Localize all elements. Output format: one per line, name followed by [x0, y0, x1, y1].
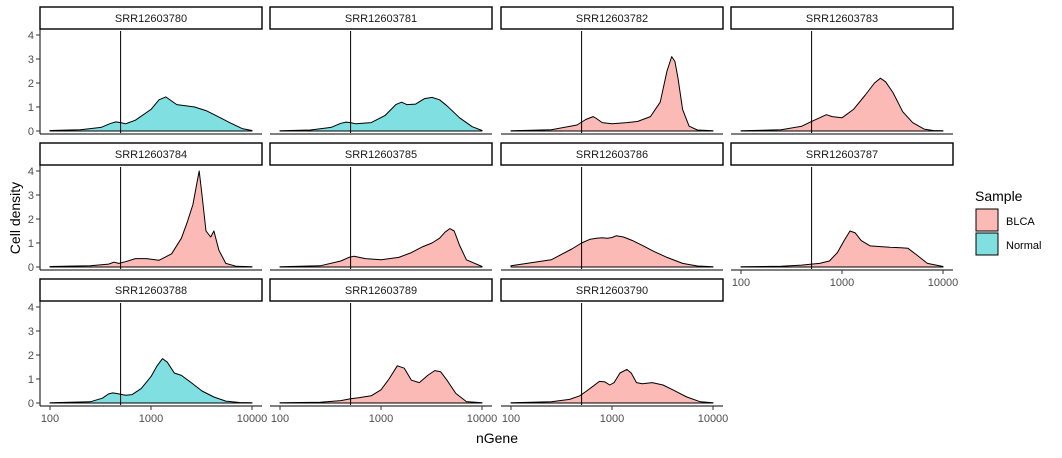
legend-title: Sample — [975, 188, 1023, 204]
x-tick-label: 100 — [271, 413, 289, 425]
facet-strip-label: SRR12603787 — [806, 149, 878, 161]
y-tick-label: 3 — [28, 54, 34, 66]
facet-strip-label: SRR12603784 — [115, 149, 187, 161]
density-area — [49, 170, 253, 268]
x-tick-label: 1000 — [830, 277, 854, 289]
facet-strip-label: SRR12603789 — [345, 285, 417, 297]
y-tick-label: 2 — [28, 350, 34, 362]
density-area — [740, 230, 944, 268]
facet-strip — [39, 278, 263, 302]
facet-strip — [500, 142, 724, 166]
x-tick-label: 100 — [41, 413, 59, 425]
y-tick-label: 0 — [28, 398, 34, 410]
density-area — [510, 368, 714, 404]
y-tick-label: 3 — [28, 326, 34, 338]
x-axis-title: nGene — [476, 430, 518, 446]
y-tick-label: 3 — [28, 190, 34, 202]
facet-strip — [500, 6, 724, 30]
x-tick-label: 100 — [502, 413, 520, 425]
density-area — [279, 365, 483, 404]
facet-strip-label: SRR12603782 — [576, 13, 648, 25]
y-tick-label: 4 — [28, 30, 34, 42]
legend-label: Normal — [1006, 240, 1041, 252]
x-tick-label: 100 — [732, 277, 750, 289]
legend-label: BLCA — [1006, 216, 1035, 228]
facet-strip — [500, 278, 724, 302]
density-area — [279, 96, 483, 132]
y-tick-label: 4 — [28, 166, 34, 178]
facet-strip-label: SRR12603788 — [115, 285, 187, 297]
facet-strip-label: SRR12603786 — [576, 149, 648, 161]
facet-strip — [39, 6, 263, 30]
x-tick-label: 1000 — [139, 413, 163, 425]
y-tick-label: 1 — [28, 238, 34, 250]
density-area — [49, 96, 253, 132]
legend-key — [975, 208, 999, 232]
y-tick-label: 0 — [28, 262, 34, 274]
facet-strip-label: SRR12603780 — [115, 13, 187, 25]
x-tick-label: 1000 — [369, 413, 393, 425]
facet-strip — [730, 142, 954, 166]
y-tick-label: 2 — [28, 78, 34, 90]
x-tick-label: 10000 — [928, 277, 959, 289]
facet-strip-label: SRR12603781 — [345, 13, 417, 25]
facet-strip — [269, 278, 493, 302]
facet-strip-label: SRR12603785 — [345, 149, 417, 161]
facet-strip — [39, 142, 263, 166]
y-tick-label: 1 — [28, 374, 34, 386]
y-tick-label: 4 — [28, 302, 34, 314]
facet-strip-label: SRR12603790 — [576, 285, 648, 297]
density-area — [510, 56, 714, 132]
y-tick-label: 0 — [28, 126, 34, 138]
x-tick-label: 10000 — [237, 413, 268, 425]
density-area — [279, 228, 483, 268]
facet-strip — [269, 142, 493, 166]
facet-strip — [269, 6, 493, 30]
density-area — [740, 77, 944, 132]
y-axis-title: Cell density — [7, 182, 23, 254]
density-area — [49, 358, 253, 404]
y-tick-label: 2 — [28, 214, 34, 226]
x-tick-label: 1000 — [600, 413, 624, 425]
x-tick-label: 10000 — [467, 413, 498, 425]
x-tick-label: 10000 — [698, 413, 729, 425]
y-tick-label: 1 — [28, 102, 34, 114]
facet-strip-label: SRR12603783 — [806, 13, 878, 25]
facet-strip — [730, 6, 954, 30]
density-area — [510, 235, 714, 268]
legend-key — [975, 232, 999, 256]
